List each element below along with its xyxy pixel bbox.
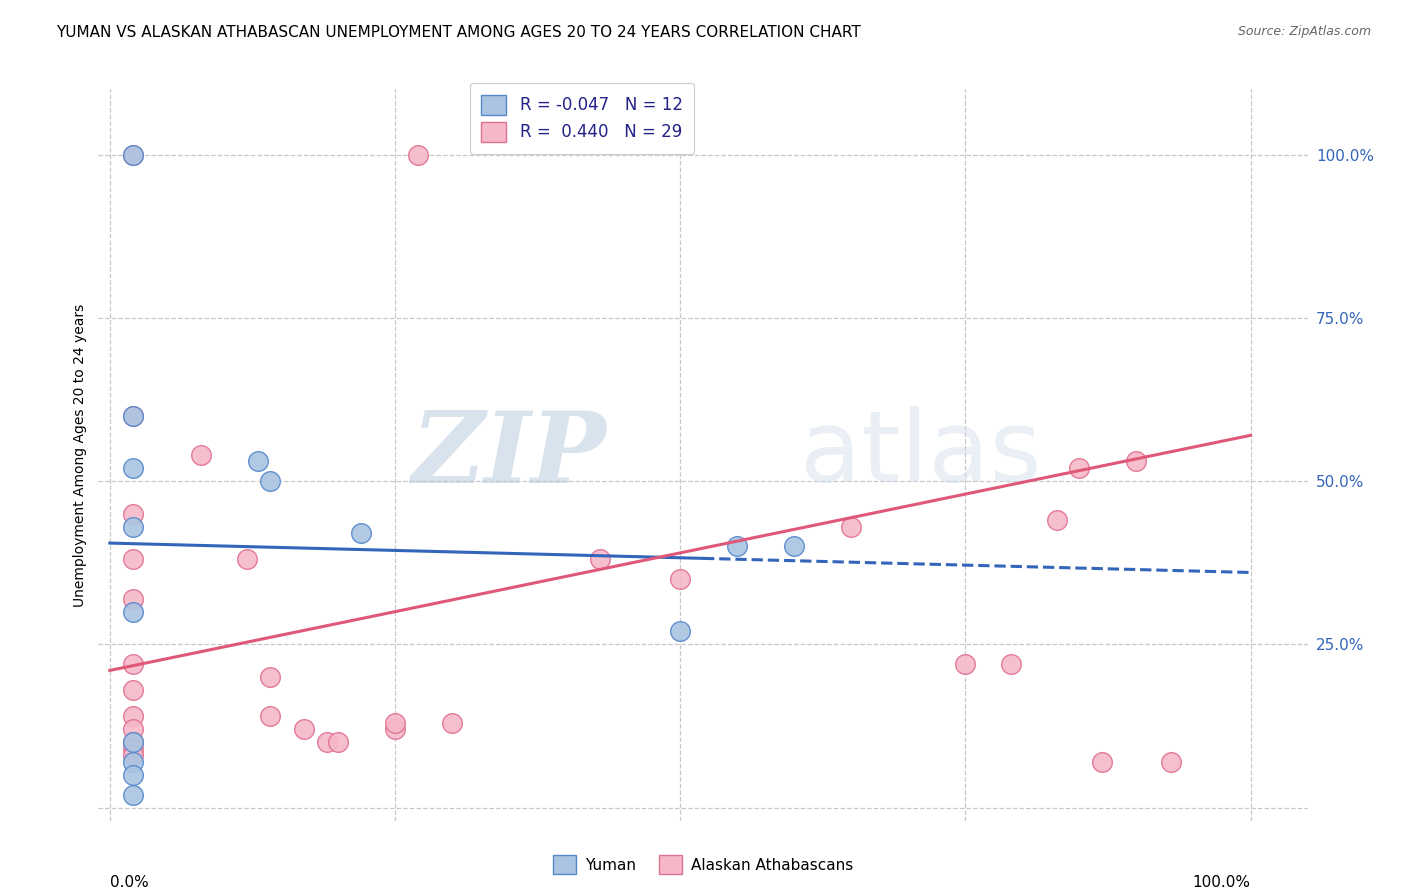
Point [669, 624, 692, 639]
Point [121, 723, 143, 737]
Point [1125, 454, 1147, 468]
Point [121, 755, 143, 769]
Text: atlas: atlas [800, 407, 1042, 503]
Point [259, 709, 281, 723]
Point [1000, 657, 1022, 671]
Point [1069, 461, 1091, 475]
Point [121, 409, 143, 423]
Point [315, 735, 337, 749]
Point [259, 670, 281, 684]
Point [384, 715, 406, 730]
Point [406, 147, 429, 161]
Point [121, 709, 143, 723]
Y-axis label: Unemployment Among Ages 20 to 24 years: Unemployment Among Ages 20 to 24 years [73, 303, 87, 607]
Point [121, 735, 143, 749]
Point [121, 605, 143, 619]
Point [292, 723, 315, 737]
Point [259, 474, 281, 488]
Point [1091, 755, 1114, 769]
Point [121, 748, 143, 763]
Text: 100.0%: 100.0% [1192, 876, 1250, 890]
Point [839, 520, 862, 534]
Point [247, 454, 270, 468]
Point [589, 552, 612, 566]
Point [121, 461, 143, 475]
Point [783, 539, 806, 553]
Point [725, 539, 748, 553]
Legend: Yuman, Alaskan Athabascans: Yuman, Alaskan Athabascans [547, 849, 859, 880]
Point [121, 507, 143, 521]
Point [121, 409, 143, 423]
Point [121, 741, 143, 756]
Text: 0.0%: 0.0% [110, 876, 149, 890]
Point [121, 520, 143, 534]
Point [121, 683, 143, 698]
Point [1160, 755, 1182, 769]
Point [121, 147, 143, 161]
Point [326, 735, 349, 749]
Point [955, 657, 977, 671]
Point [121, 735, 143, 749]
Text: YUMAN VS ALASKAN ATHABASCAN UNEMPLOYMENT AMONG AGES 20 TO 24 YEARS CORRELATION C: YUMAN VS ALASKAN ATHABASCAN UNEMPLOYMENT… [56, 25, 860, 40]
Legend: R = -0.047   N = 12, R =  0.440   N = 29: R = -0.047 N = 12, R = 0.440 N = 29 [470, 83, 695, 153]
Text: ZIP: ZIP [412, 407, 606, 503]
Text: Source: ZipAtlas.com: Source: ZipAtlas.com [1237, 25, 1371, 38]
Point [441, 715, 464, 730]
Point [235, 552, 257, 566]
Point [669, 572, 692, 586]
Point [350, 526, 373, 541]
Point [121, 768, 143, 782]
Point [121, 657, 143, 671]
Point [121, 591, 143, 606]
Point [1046, 513, 1069, 527]
Point [384, 723, 406, 737]
Point [190, 448, 212, 462]
Point [121, 552, 143, 566]
Point [121, 147, 143, 161]
Point [121, 788, 143, 802]
